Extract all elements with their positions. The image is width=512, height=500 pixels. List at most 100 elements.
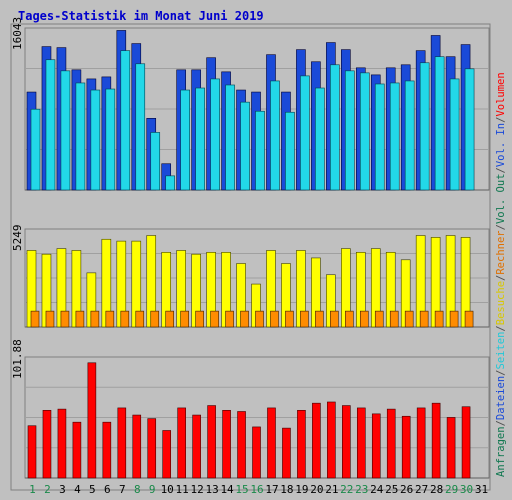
x-tick-label: 28: [430, 483, 443, 496]
chart-frame: [10, 23, 491, 491]
legend-item: /: [495, 224, 507, 230]
x-tick-label: 27: [415, 483, 428, 496]
bar-rechner: [30, 310, 40, 328]
bar-volumen: [327, 401, 336, 479]
x-tick-label: 4: [74, 483, 81, 496]
bar-dateien: [285, 111, 295, 191]
bar-dateien: [419, 62, 430, 191]
bar-rechner: [60, 310, 70, 328]
legend-item: Dateien: [495, 376, 507, 420]
bar-rechner: [449, 310, 459, 328]
bar-dateien: [300, 75, 310, 191]
bar-dateien: [135, 63, 146, 191]
x-tick-label: 16: [250, 483, 263, 496]
bar-rechner: [255, 310, 264, 328]
bar-dateien: [270, 80, 280, 191]
bar-rechner: [180, 310, 189, 328]
bar-dateien: [180, 89, 190, 191]
bar-dateien: [315, 87, 325, 191]
bar-volumen: [282, 427, 291, 479]
x-tick-label: 1: [29, 483, 36, 496]
bar-rechner: [359, 310, 369, 328]
x-tick-label: 13: [205, 483, 218, 496]
x-tick-label: 21: [325, 483, 338, 496]
bar-rechner: [195, 310, 204, 328]
bar-volumen: [222, 410, 231, 479]
bar-volumen: [312, 402, 321, 479]
bar-dateien: [464, 68, 475, 191]
x-tick-label: 2: [44, 483, 51, 496]
bar-rechner: [210, 310, 219, 328]
bar-volumen: [297, 410, 306, 479]
x-tick-label: 6: [104, 483, 111, 496]
x-tick-label: 31: [475, 483, 488, 496]
bar-volumen: [431, 402, 441, 479]
legend-item: Volumen: [495, 72, 507, 116]
bar-rechner: [300, 310, 309, 328]
panel-mid: 5249: [11, 225, 490, 328]
legend-item: Vol. In: [495, 123, 507, 167]
bar-volumen: [147, 418, 157, 479]
bar-volumen: [72, 421, 82, 479]
bar-dateien: [210, 78, 220, 191]
x-tick-label: 15: [235, 483, 248, 496]
legend-item: /: [495, 420, 507, 426]
legend-item: /: [495, 370, 507, 376]
bar-volumen: [416, 407, 426, 479]
bar-dateien: [345, 70, 355, 191]
bar-volumen: [177, 407, 186, 479]
bar-volumen: [371, 413, 381, 479]
bar-rechner: [315, 310, 324, 328]
x-tick-label: 19: [295, 483, 308, 496]
bar-rechner: [225, 310, 234, 328]
legend-item: /: [495, 275, 507, 281]
panel-top: 16043: [11, 17, 490, 191]
bar-rechner: [374, 310, 384, 328]
bar-rechner: [240, 310, 249, 328]
x-tick-label: 24: [370, 483, 384, 496]
x-axis-labels: 1 2 3 4 5 6 7 8 9 10 11 12 13 14 15 16 17 18 19 20 21 22 23 24 2…: [29, 483, 488, 496]
x-tick-label: 20: [310, 483, 323, 496]
bar-dateien: [449, 78, 460, 191]
bar-rechner: [105, 310, 115, 328]
bar-volumen: [102, 421, 112, 479]
bar-volumen: [446, 417, 456, 479]
bar-dateien: [165, 175, 176, 191]
bar-rechner: [90, 310, 100, 328]
bar-dateien: [45, 59, 56, 191]
x-tick-label: 30: [460, 483, 473, 496]
bar-volumen: [57, 408, 67, 479]
legend-item: /: [495, 167, 507, 173]
bar-volumen: [27, 425, 37, 479]
bar-volumen: [162, 430, 172, 479]
bar-dateien: [255, 110, 265, 191]
bar-rechner: [45, 310, 55, 328]
bar-dateien: [374, 83, 385, 191]
bar-volumen: [252, 426, 261, 479]
bar-dateien: [434, 56, 445, 191]
panel-top-max-label: 16043: [11, 17, 24, 50]
bar-dateien: [90, 89, 101, 191]
bar-rechner: [330, 310, 339, 328]
right-legend: Anfragen/Dateien/Seiten/Besuche/Rechner/…: [495, 72, 507, 477]
bar-rechner: [404, 310, 414, 328]
bar-rechner: [75, 310, 85, 328]
x-tick-label: 25: [385, 483, 398, 496]
bar-volumen: [42, 410, 52, 479]
legend-item: Besuche: [495, 281, 507, 325]
panel-bot: 101.88: [11, 339, 490, 479]
x-tick-label: 5: [89, 483, 96, 496]
bar-dateien: [120, 50, 131, 191]
legend-item: Seiten: [495, 332, 507, 370]
bar-rechner: [389, 310, 399, 328]
x-tick-label: 3: [59, 483, 66, 496]
x-tick-label: 26: [400, 483, 413, 496]
bar-rechner: [270, 310, 279, 328]
bar-volumen: [342, 405, 351, 479]
bar-volumen: [87, 362, 97, 479]
chart-title: Tages-Statistik im Monat Juni 2019: [18, 9, 264, 23]
panel-mid-max-label: 5249: [11, 225, 24, 252]
bar-volumen: [132, 414, 142, 479]
